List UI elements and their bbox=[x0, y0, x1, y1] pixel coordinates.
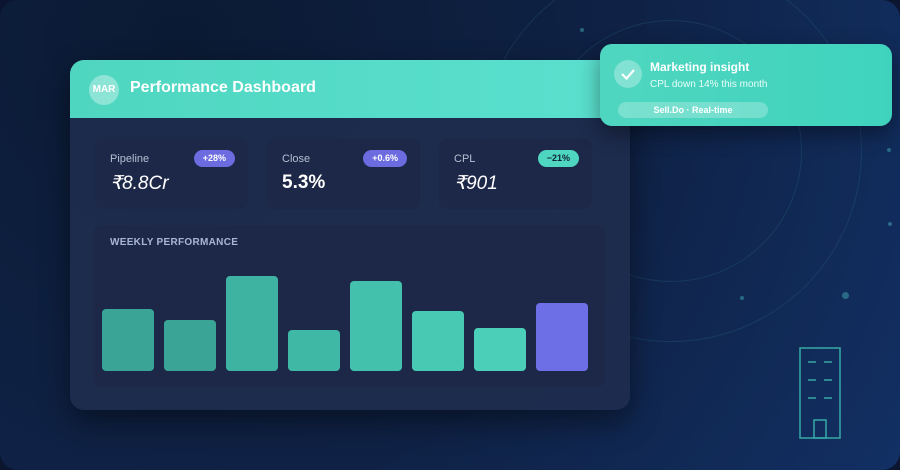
decor-dot bbox=[740, 296, 744, 300]
avatar: MAR bbox=[89, 75, 119, 105]
bar bbox=[536, 303, 588, 371]
kpi-value: ₹901 bbox=[454, 173, 498, 194]
kpi-label: Close bbox=[282, 153, 311, 165]
kpi-card: Pipeline ₹8.8Cr +28% bbox=[95, 139, 248, 209]
card-header: MAR Performance Dashboard bbox=[70, 60, 630, 118]
decor-dot bbox=[888, 222, 892, 226]
bar bbox=[102, 309, 154, 371]
bar-chart bbox=[102, 276, 588, 371]
chart-title: WEEKLY PERFORMANCE bbox=[110, 237, 239, 248]
bar bbox=[474, 328, 526, 371]
kpi-value: ₹8.8Cr bbox=[110, 173, 169, 194]
building-icon bbox=[799, 347, 841, 439]
kpi-value: 5.3% bbox=[282, 172, 326, 193]
kpi-card: Close 5.3% +0.6% bbox=[267, 139, 420, 209]
toast: Marketing insight CPL down 14% this mont… bbox=[600, 44, 892, 126]
decor-dot bbox=[842, 292, 849, 299]
check-icon bbox=[614, 60, 642, 88]
toast-message: CPL down 14% this month bbox=[650, 79, 768, 90]
decor-dot bbox=[887, 148, 891, 152]
bar bbox=[226, 276, 278, 371]
bar bbox=[164, 320, 216, 371]
kpi-card: CPL ₹901 −21% bbox=[439, 139, 592, 209]
bar bbox=[288, 330, 340, 371]
bar bbox=[350, 281, 402, 371]
bar bbox=[412, 311, 464, 371]
toast-title: Marketing insight bbox=[650, 60, 750, 74]
dashboard-title: Performance Dashboard bbox=[130, 79, 316, 96]
toast-source: Sell.Do · Real-time bbox=[618, 102, 768, 118]
kpi-change: +0.6% bbox=[363, 150, 407, 167]
kpi-label: CPL bbox=[454, 153, 476, 165]
dashboard-card: MAR Performance Dashboard Pipeline ₹8.8Cr… bbox=[70, 60, 630, 410]
decor-dot bbox=[580, 28, 584, 32]
kpi-change: +28% bbox=[193, 150, 235, 167]
kpi-label: Pipeline bbox=[110, 153, 150, 165]
kpi-change: −21% bbox=[537, 150, 579, 167]
chart-panel: WEEKLY PERFORMANCE bbox=[94, 225, 605, 387]
